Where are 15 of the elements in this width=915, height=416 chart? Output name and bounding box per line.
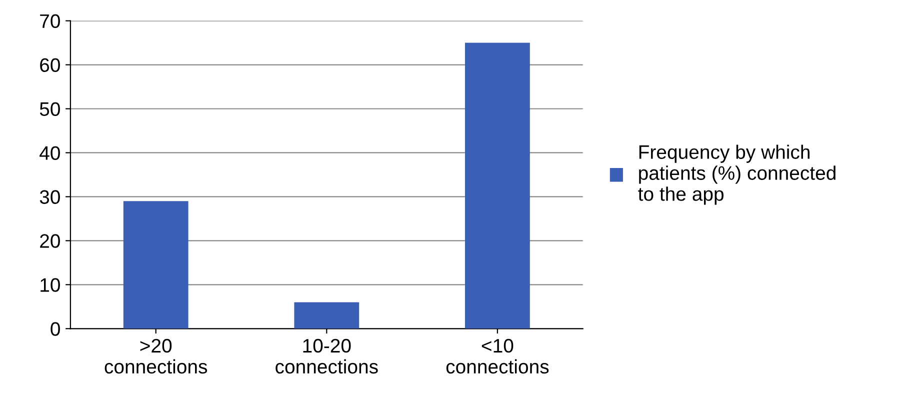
bar (294, 302, 360, 329)
y-tick-label: 20 (40, 234, 60, 248)
y-tick-label: 10 (40, 278, 60, 292)
legend-label: Frequency by which patients (%) connected to the app (638, 144, 836, 205)
bar (465, 42, 530, 329)
y-tick-label: 0 (50, 322, 60, 336)
y-tick-label: 70 (40, 14, 60, 28)
y-tick-label: 50 (40, 102, 60, 116)
y-tick-label: 40 (40, 146, 60, 160)
x-tick-label: 10-20 connections (276, 338, 378, 374)
bar (123, 201, 188, 329)
x-tick-label: <10 connections (446, 338, 549, 374)
y-tick-label: 60 (40, 58, 60, 72)
x-tick-label: >20 connections (104, 338, 208, 374)
y-tick-label: 30 (40, 190, 60, 204)
